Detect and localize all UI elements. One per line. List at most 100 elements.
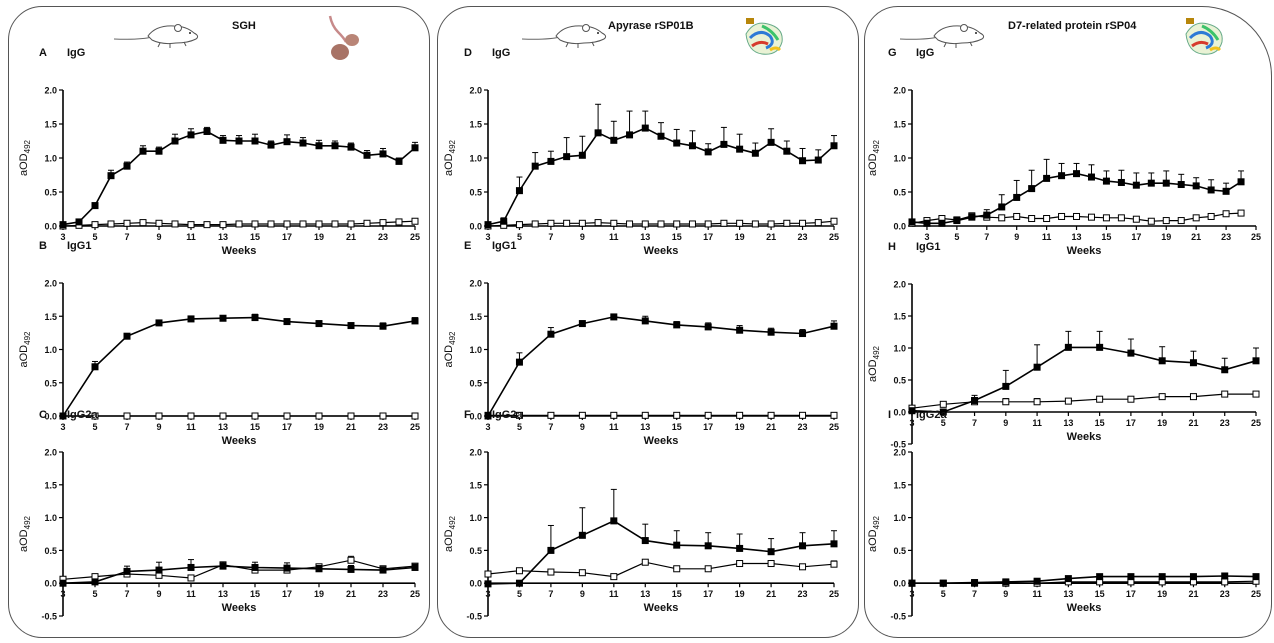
chart-panel-d: 0.0 0.5 1.0 1.5 2.0 3 5 7 9 11 13 15 17 19 21 23 25 Weeks… <box>443 47 839 257</box>
data-point-filled <box>107 172 115 180</box>
data-point-open <box>171 220 179 228</box>
data-point-open <box>1222 210 1230 218</box>
x-tick-label: 9 <box>156 232 161 242</box>
data-point-filled <box>251 563 259 571</box>
x-tick-label: 19 <box>1161 232 1171 242</box>
data-point-filled <box>91 578 99 586</box>
x-tick-label: 5 <box>517 232 522 242</box>
data-point-open <box>578 219 586 227</box>
salivary-gland-icon <box>328 15 359 60</box>
data-point-open <box>315 220 323 228</box>
x-tick-label: 21 <box>346 589 356 599</box>
data-point-open <box>1028 215 1036 223</box>
x-tick-label: 21 <box>1191 232 1201 242</box>
data-point-open <box>799 411 807 419</box>
data-point-open <box>411 217 419 225</box>
data-point-open <box>1189 393 1197 401</box>
y-tick-label: 1.5 <box>893 480 906 490</box>
data-point-filled <box>830 142 838 150</box>
data-point-filled <box>315 320 323 328</box>
data-point-filled <box>1058 172 1066 180</box>
x-tick-label: 5 <box>517 589 522 599</box>
data-point-open <box>751 220 759 228</box>
x-tick-label: 13 <box>218 232 228 242</box>
y-axis-label-main: aOD <box>867 529 879 552</box>
data-point-filled <box>1132 181 1140 189</box>
data-point-open <box>1096 395 1104 403</box>
data-point-filled <box>187 563 195 571</box>
data-point-filled <box>830 540 838 548</box>
x-tick-label: 21 <box>1188 418 1198 428</box>
data-point-filled <box>657 132 665 140</box>
panel-letter: A <box>39 47 47 59</box>
x-tick-label: 21 <box>766 232 776 242</box>
x-tick-label: 3 <box>60 589 65 599</box>
data-point-filled <box>1064 575 1072 583</box>
data-point-filled <box>704 148 712 156</box>
y-axis-label-subscript: 492 <box>23 331 32 345</box>
data-point-open <box>1087 213 1095 221</box>
data-point-open <box>187 221 195 229</box>
data-point-filled <box>219 562 227 570</box>
x-tick-label: 15 <box>1101 232 1111 242</box>
data-point-open <box>626 220 634 228</box>
x-tick-label: 15 <box>672 422 682 432</box>
y-tick-label: 0.0 <box>469 412 482 422</box>
data-point-filled <box>830 322 838 330</box>
x-tick-label: 21 <box>346 232 356 242</box>
y-axis-label: aOD492 <box>443 331 457 368</box>
data-point-filled <box>594 129 602 137</box>
data-point-open <box>673 411 681 419</box>
y-tick-label: 0.0 <box>469 222 482 232</box>
data-point-filled <box>799 330 807 338</box>
x-tick-label: 3 <box>924 232 929 242</box>
data-point-filled <box>347 143 355 151</box>
data-point-filled <box>767 328 775 336</box>
data-point-open <box>187 574 195 582</box>
data-point-open <box>515 567 523 575</box>
x-axis-label: Weeks <box>644 435 679 447</box>
data-point-filled <box>411 563 419 571</box>
x-tick-label: 5 <box>954 232 959 242</box>
data-point-filled <box>814 156 822 164</box>
data-point-open <box>610 573 618 581</box>
y-axis-label: aOD492 <box>18 139 32 176</box>
x-axis-label: Weeks <box>644 602 679 614</box>
y-axis-label: aOD492 <box>443 139 457 176</box>
y-tick-label: -0.5 <box>466 612 482 622</box>
x-tick-label: 13 <box>218 589 228 599</box>
data-point-filled <box>123 162 131 170</box>
data-point-filled <box>91 363 99 371</box>
data-point-open <box>547 568 555 576</box>
panel-title: IgG2a <box>67 409 98 421</box>
x-tick-label: 17 <box>703 422 713 432</box>
column-title-apyrase: Apyrase rSP01B <box>608 20 694 32</box>
data-point-filled <box>235 137 243 145</box>
panel-title: IgG1 <box>492 240 516 252</box>
data-point-filled <box>379 150 387 158</box>
x-tick-label: 3 <box>485 589 490 599</box>
data-point-open <box>379 219 387 227</box>
data-point-filled <box>155 319 163 327</box>
y-axis-label-main: aOD <box>867 153 879 176</box>
data-point-filled <box>971 396 979 404</box>
data-point-open <box>1221 390 1229 398</box>
x-tick-label: 9 <box>580 232 585 242</box>
panel-letter: I <box>888 409 891 421</box>
data-point-filled <box>610 517 618 525</box>
data-point-filled <box>767 138 775 146</box>
x-tick-label: 5 <box>92 589 97 599</box>
x-tick-label: 23 <box>1220 418 1230 428</box>
x-tick-label: 3 <box>485 422 490 432</box>
data-point-filled <box>379 566 387 574</box>
data-point-filled <box>1087 173 1095 181</box>
x-tick-label: 19 <box>1157 589 1167 599</box>
data-point-open <box>1013 212 1021 220</box>
data-point-filled <box>1162 179 1170 187</box>
data-point-filled <box>59 221 67 229</box>
x-tick-label: 11 <box>1032 589 1042 599</box>
data-point-filled <box>720 140 728 148</box>
y-tick-label: 0.0 <box>44 412 57 422</box>
data-point-filled <box>219 136 227 144</box>
